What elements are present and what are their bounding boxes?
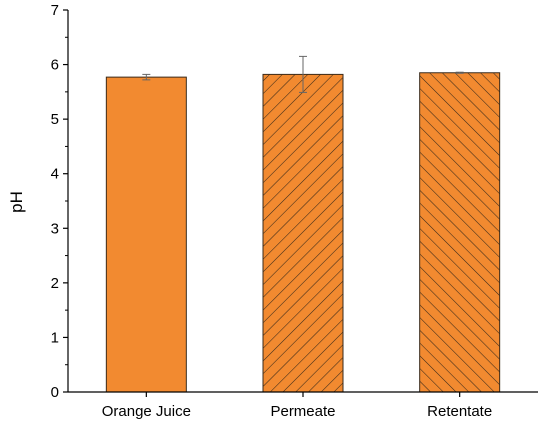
x-tick-label: Permeate (270, 403, 335, 420)
error-bars-group (142, 55, 464, 93)
x-axis: Orange Juice Permeate Retentate (68, 391, 538, 420)
y-tick-label: 5 (51, 111, 59, 128)
error-bar-orange-juice (142, 73, 151, 81)
y-tick-label: 2 (51, 275, 59, 292)
bar-orange-juice (105, 76, 187, 393)
x-tick-label: Orange Juice (102, 403, 191, 420)
y-tick-label: 1 (51, 329, 59, 346)
bar-retentate (419, 72, 501, 393)
bars-group (105, 72, 501, 393)
y-tick-label: 7 (51, 2, 59, 19)
y-tick-label: 0 (51, 384, 59, 401)
x-tick-label: Retentate (427, 403, 492, 420)
bar-permeate (262, 73, 344, 393)
y-axis: 0 1 2 3 4 5 6 7 (51, 2, 69, 401)
error-bar-retentate (455, 71, 464, 74)
y-tick-label: 6 (51, 57, 59, 74)
error-bar-permeate (299, 55, 307, 93)
y-tick-label: 3 (51, 220, 59, 237)
y-tick-label: 4 (51, 166, 59, 183)
y-axis-label: pH (7, 191, 26, 213)
